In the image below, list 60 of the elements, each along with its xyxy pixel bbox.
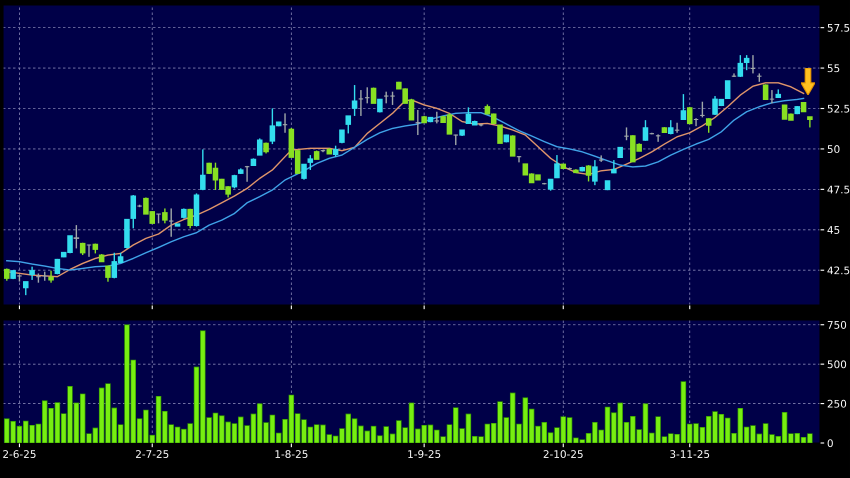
candlestick [617,146,623,158]
candlestick [800,102,806,112]
x-tick-label: 2-6-25 [3,450,36,458]
candlestick [301,164,307,180]
y-tick-label: 750 [828,320,846,329]
candlestick [762,84,768,100]
candlestick [611,159,617,174]
y-tick-label: 47.5 [827,186,850,194]
x-tick-label: 1-8-25 [275,450,308,458]
candlestick [807,116,813,128]
candlestick [668,119,674,136]
candlestick [74,224,80,250]
x-tick-label: 2-10-25 [544,450,583,458]
y-tick-label: 42.5 [827,266,850,274]
candlestick [642,119,648,142]
candlestick [370,86,376,104]
y-tick-label: 52.5 [828,104,850,113]
candlestick [724,80,730,100]
x-tick-label: 1-9-25 [408,450,440,458]
candlestick [680,93,686,121]
candlestick [92,242,98,254]
candlestick [332,145,338,158]
candlestick [592,159,598,186]
candlestick [232,174,238,190]
candlestick [339,128,345,144]
x-tick-label: 2-7-25 [136,450,168,458]
candlestick [744,54,750,71]
candlestick [162,208,168,224]
y-tick-label: 0 [828,439,833,448]
candlestick [187,208,193,230]
candlestick [352,84,358,117]
candlestick [200,148,206,191]
y-tick-label: 55 [828,64,840,72]
candlestick [29,266,35,281]
candlestick [256,138,263,156]
candlestick [738,54,744,78]
candlestick [105,264,111,282]
candlestick [80,242,86,256]
candlestick [586,164,592,182]
candlestick [497,124,503,144]
candlestick [48,270,54,284]
x-tick-label: 3-11-25 [670,450,710,458]
candlestick [548,178,554,192]
y-tick-label: 500 [828,360,846,368]
candlestick [130,194,136,230]
candlestick [181,208,187,220]
y-tick-label: 50 [828,145,840,154]
candlestick [22,280,29,296]
y-tick-label: 250 [828,400,846,408]
y-tick-label: 45 [827,226,840,234]
candlestick [4,268,10,282]
candlestick [554,154,560,179]
candlestick [706,118,712,134]
candlestick [510,134,516,157]
y-tick-label: 57.5 [828,24,850,32]
candlestick [377,98,383,114]
candlestick [308,154,314,171]
candlestick [345,115,352,134]
candlestick [54,258,60,275]
candlestick [686,106,693,124]
